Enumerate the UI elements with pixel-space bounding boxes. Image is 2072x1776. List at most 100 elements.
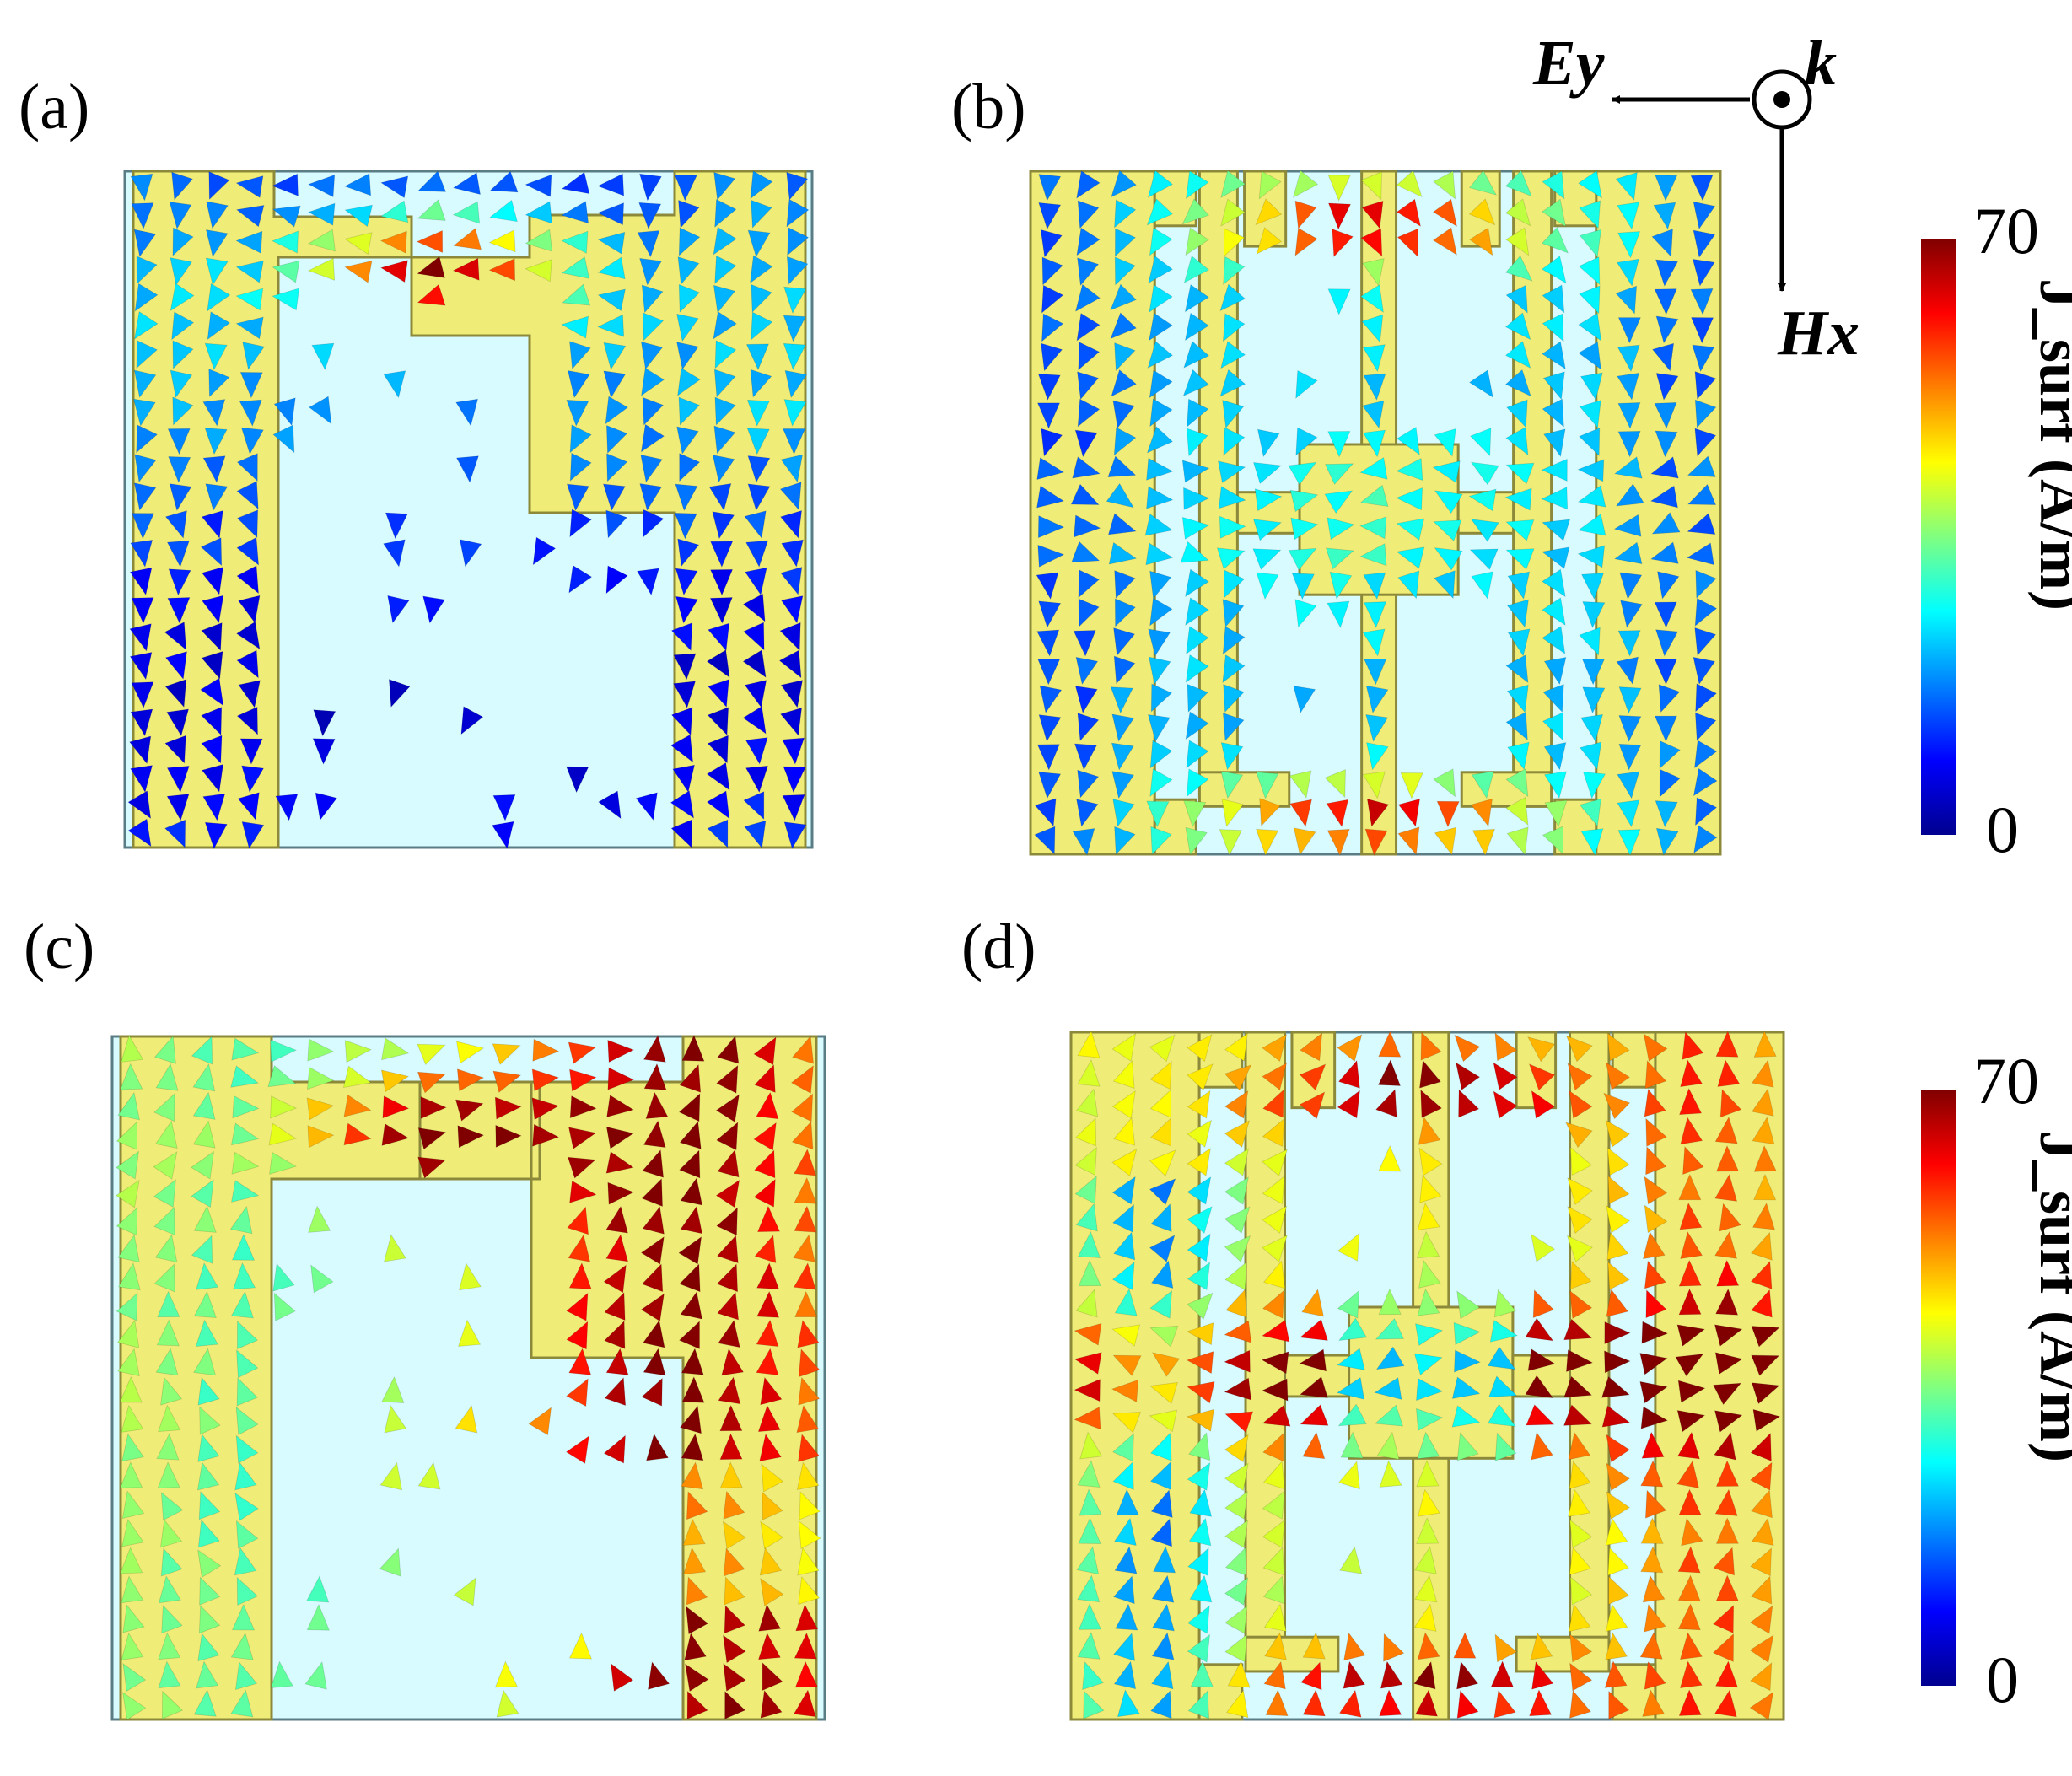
current-arrow (1302, 1632, 1326, 1660)
current-arrow (747, 455, 771, 483)
current-arrow (1365, 714, 1389, 742)
current-arrow (784, 369, 808, 399)
current-arrow (1713, 1547, 1736, 1576)
current-arrow (1258, 170, 1282, 200)
current-arrow (201, 622, 223, 652)
current-arrow (1114, 199, 1137, 229)
current-arrow (153, 1263, 175, 1293)
current-arrow (1692, 344, 1715, 373)
current-arrow (1397, 570, 1420, 600)
current-arrow (119, 1461, 143, 1488)
current-arrow (164, 819, 186, 848)
current-arrow (1694, 399, 1717, 428)
current-arrow (452, 201, 481, 224)
current-arrow (1714, 1488, 1738, 1516)
current-arrow (1506, 684, 1529, 713)
current-arrow (153, 1178, 176, 1208)
current-arrow (1359, 284, 1384, 314)
current-arrow (712, 455, 735, 483)
current-arrow (1256, 227, 1283, 255)
current-arrow (122, 1604, 145, 1633)
current-arrow (308, 1205, 331, 1233)
panel-b: (b) (951, 72, 1722, 857)
current-arrow (1224, 1120, 1251, 1149)
current-arrow (781, 539, 804, 568)
current-arrow (1299, 1375, 1328, 1398)
current-arrow (1606, 1462, 1631, 1492)
current-arrow (235, 205, 265, 228)
current-arrow (525, 174, 552, 197)
current-arrow (1186, 170, 1209, 200)
current-arrow (489, 170, 519, 193)
current-arrow (1074, 1146, 1097, 1176)
current-arrow (677, 538, 700, 568)
current-arrow (1566, 1235, 1593, 1262)
current-arrow (798, 1348, 821, 1378)
current-arrow (1580, 713, 1604, 742)
current-arrow (605, 424, 628, 455)
current-arrow (1416, 1517, 1440, 1544)
current-arrow (604, 1291, 626, 1321)
current-arrow (1219, 829, 1242, 857)
current-arrow (1436, 800, 1460, 828)
current-arrow (381, 1037, 410, 1061)
current-arrow (343, 1122, 372, 1146)
current-arrow (794, 1205, 817, 1233)
current-arrow (567, 1206, 589, 1235)
current-arrow (798, 1575, 821, 1605)
current-arrow (1541, 256, 1567, 284)
current-arrow (200, 677, 224, 707)
current-arrow (792, 1035, 815, 1064)
current-arrow (757, 1632, 781, 1660)
current-arrow (383, 370, 406, 399)
current-arrow (716, 1207, 738, 1236)
current-arrow (1619, 572, 1643, 600)
current-arrow (604, 1376, 627, 1407)
current-arrow (417, 256, 446, 279)
current-arrow (677, 367, 701, 396)
current-arrow (1075, 1289, 1098, 1318)
current-arrow (452, 257, 480, 281)
current-arrow (236, 1377, 258, 1407)
current-arrow (639, 483, 663, 512)
current-arrow (117, 1234, 140, 1263)
current-arrow (1454, 1349, 1481, 1373)
current-arrow (715, 1094, 740, 1123)
current-arrow (420, 1095, 448, 1120)
current-arrow (1263, 1660, 1286, 1690)
current-arrow (1262, 1432, 1284, 1462)
current-arrow (230, 1632, 254, 1660)
current-arrow (1693, 825, 1718, 854)
current-arrow (1289, 799, 1312, 828)
current-arrow (604, 1320, 626, 1349)
current-arrow (122, 1663, 147, 1692)
current-arrow (1453, 1321, 1481, 1345)
current-arrow (198, 1605, 221, 1634)
current-arrow (1531, 1090, 1556, 1119)
current-arrow (164, 510, 187, 539)
current-arrow (1220, 771, 1244, 799)
current-arrow (677, 256, 700, 286)
current-arrow (1038, 202, 1062, 230)
current-arrow (1074, 743, 1098, 771)
current-arrow (127, 818, 152, 848)
current-arrow (1565, 1035, 1593, 1063)
current-arrow (1074, 429, 1098, 458)
current-arrow (681, 1348, 704, 1375)
current-arrow (201, 763, 224, 793)
current-arrow (716, 1235, 739, 1264)
current-arrow (562, 283, 591, 306)
current-arrow (1719, 1089, 1742, 1118)
current-arrow (1753, 1173, 1777, 1201)
current-arrow (528, 1407, 552, 1436)
current-arrow (1579, 200, 1601, 229)
current-arrow (1417, 1288, 1440, 1316)
metal-h-part-d (1654, 1031, 1785, 1721)
current-arrow (1654, 715, 1678, 743)
current-arrow (779, 707, 803, 736)
current-arrow (1655, 827, 1679, 856)
current-arrow (1186, 768, 1209, 798)
current-arrow (1579, 285, 1601, 315)
current-arrow (1383, 1633, 1405, 1662)
current-arrow (1111, 1324, 1141, 1347)
